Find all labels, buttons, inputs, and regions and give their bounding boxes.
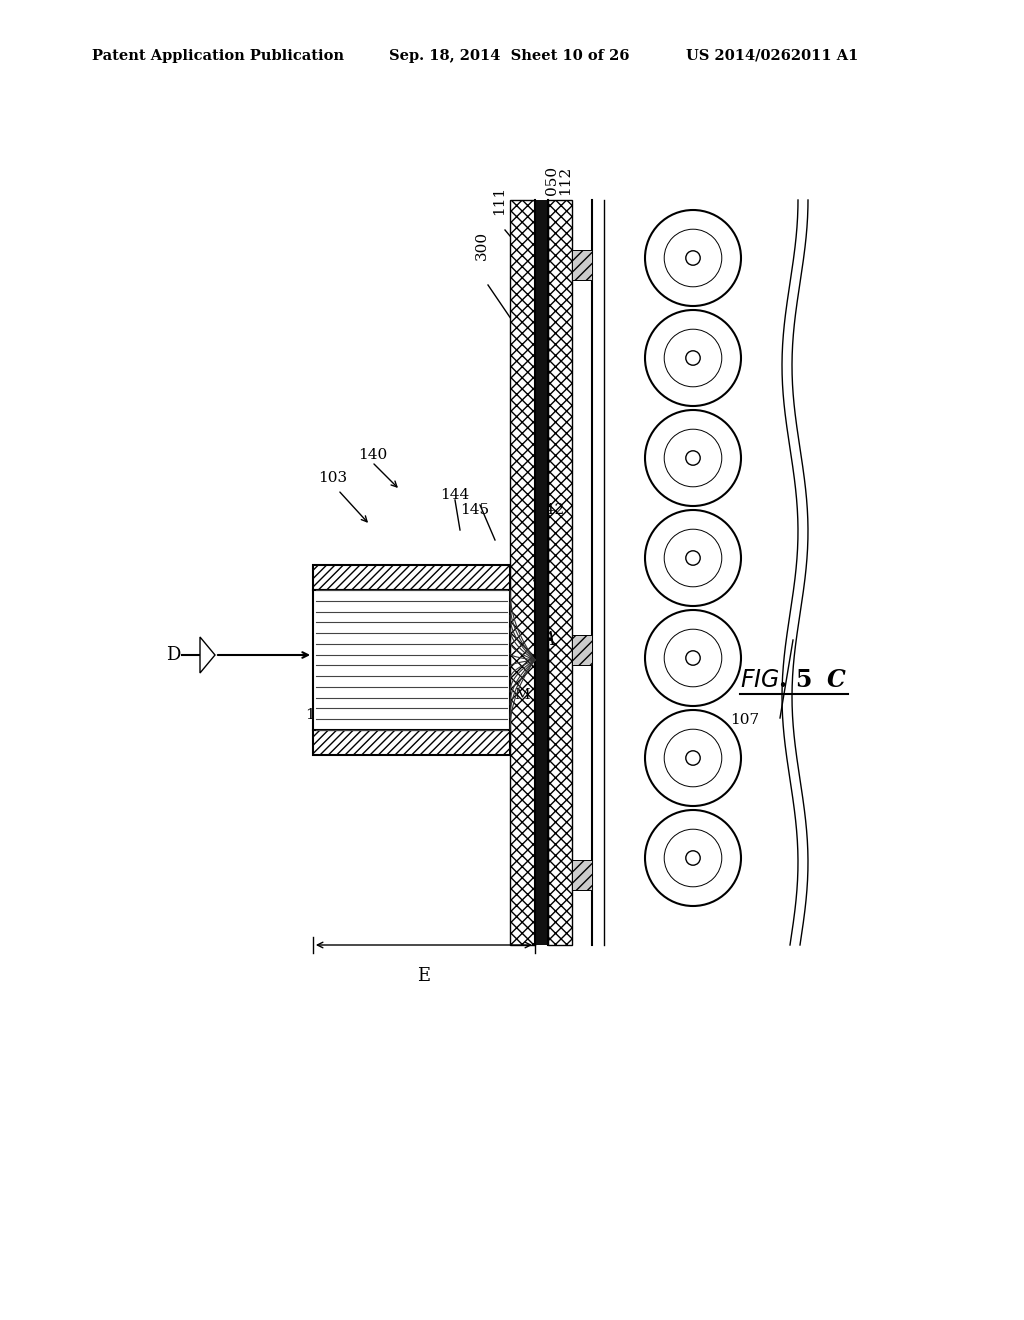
Text: 142: 142 <box>535 503 564 517</box>
Text: 050: 050 <box>545 166 559 195</box>
Bar <box>313 590 510 730</box>
Text: 147: 147 <box>340 723 369 737</box>
Text: 146: 146 <box>305 708 334 722</box>
Bar <box>548 201 572 945</box>
Bar <box>313 565 510 590</box>
Text: D: D <box>166 645 180 664</box>
Bar <box>313 730 510 755</box>
Bar <box>572 861 592 890</box>
Text: 143: 143 <box>375 731 404 744</box>
Text: M: M <box>514 688 530 702</box>
Text: 140: 140 <box>358 447 387 462</box>
Text: 112: 112 <box>558 166 572 195</box>
Text: 111: 111 <box>492 186 506 215</box>
Text: 107: 107 <box>730 713 759 727</box>
Text: 144: 144 <box>440 488 469 502</box>
Text: US 2014/0262011 A1: US 2014/0262011 A1 <box>686 49 858 63</box>
Bar <box>510 201 535 945</box>
Text: 103: 103 <box>318 471 347 484</box>
Text: Patent Application Publication: Patent Application Publication <box>92 49 344 63</box>
Text: 300: 300 <box>475 231 489 260</box>
Text: C: C <box>827 668 846 692</box>
Text: E: E <box>418 968 430 985</box>
Bar <box>572 249 592 280</box>
Bar <box>535 201 548 945</box>
Text: A: A <box>542 631 555 649</box>
Bar <box>572 635 592 665</box>
Polygon shape <box>200 638 215 673</box>
Text: $\it{FIG}$. 5: $\it{FIG}$. 5 <box>740 668 812 692</box>
Text: 145: 145 <box>460 503 489 517</box>
Text: Sep. 18, 2014  Sheet 10 of 26: Sep. 18, 2014 Sheet 10 of 26 <box>389 49 630 63</box>
